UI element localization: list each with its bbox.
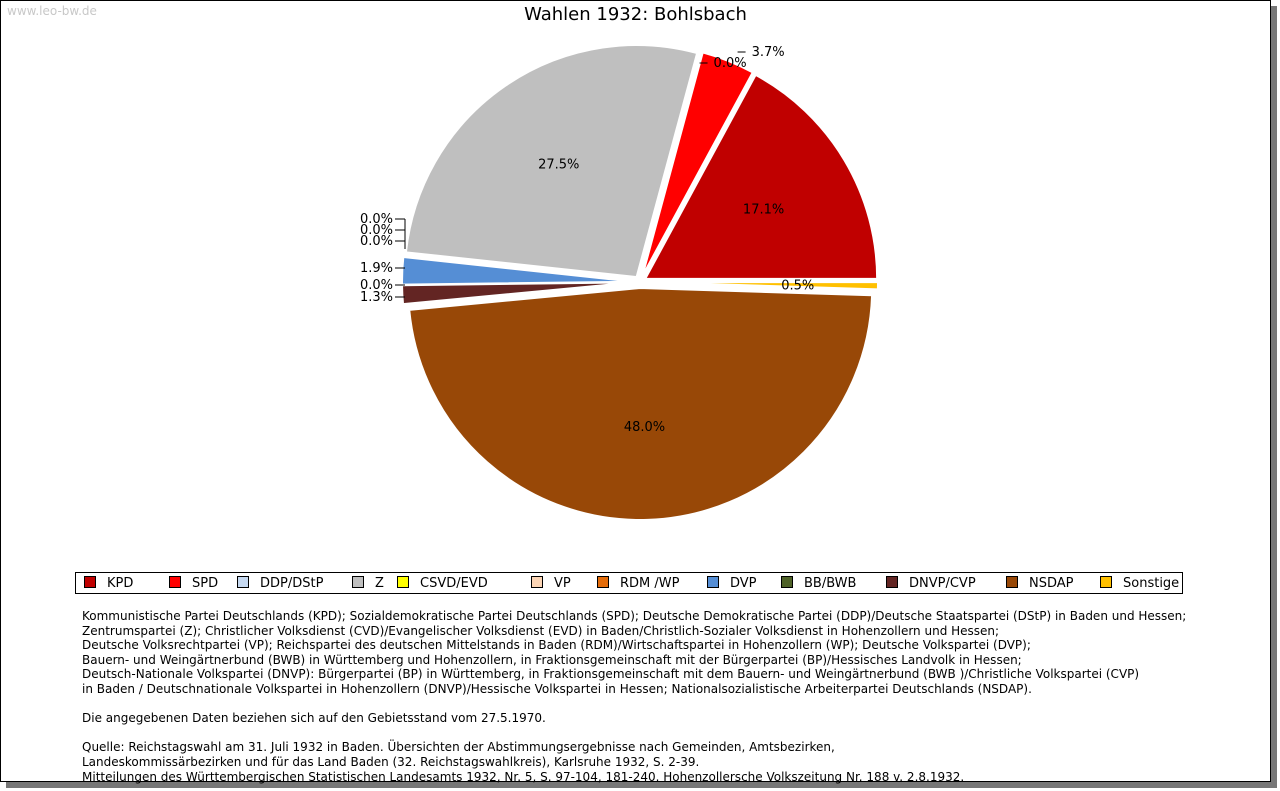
note-line: Zentrumspartei (Z); Christlicher Volksdi… (82, 623, 1000, 638)
slice-label: 0.0% (360, 234, 393, 249)
legend-label: CSVD/EVD (420, 576, 488, 591)
footnotes: Kommunistische Partei Deutschlands (KPD)… (82, 609, 1202, 784)
legend-label: BB/BWB (804, 576, 857, 591)
legend-label: DDP/DStP (260, 576, 324, 591)
slice-label: 48.0% (624, 420, 665, 435)
legend-swatch (1006, 576, 1018, 588)
legend-swatch (84, 576, 96, 588)
slice-label: 0.0% (360, 212, 393, 227)
note-line: Die angegebenen Daten beziehen sich auf … (82, 711, 546, 726)
legend-label: SPD (192, 576, 219, 591)
legend-swatch (237, 576, 249, 588)
note-line: Deutsch-Nationale Volkspartei (DNVP): Bü… (82, 667, 1140, 682)
pie-slice-spd (641, 51, 755, 277)
legend: KPD SPD DDP/DStP Z CSVD/EVD VP RDM /WP DVP BB/BW… (75, 572, 1183, 594)
slice-label: 0.0% (360, 278, 393, 293)
legend-label: VP (554, 576, 571, 591)
note-spacer (82, 726, 1202, 741)
note-line: Deutsche Volksrechtpartei (VP); Reichspa… (82, 638, 1031, 653)
note-line: in Baden / Deutschnationale Volkspartei … (82, 681, 1032, 696)
legend-label: Sonstige (1123, 576, 1180, 591)
legend-item: SPD (169, 576, 218, 591)
legend-item: CSVD/EVD (397, 576, 488, 591)
pie-chart: 17.1%27.5%48.0%0.5%0.0%3.7%0.0%0.0%0.0%1… (360, 44, 879, 521)
legend-item: DVP (707, 576, 757, 591)
pie-slice-nsdap (408, 286, 874, 521)
slice-label: 0.0% (714, 56, 747, 71)
legend-label: RDM /WP (620, 576, 680, 591)
watermark: www.leo-bw.de (7, 4, 97, 18)
note-line: Mitteilungen des Württembergischen Stati… (82, 769, 965, 784)
legend-swatch (707, 576, 719, 588)
legend-label: NSDAP (1029, 576, 1074, 591)
legend-swatch (397, 576, 409, 588)
slice-label: 27.5% (538, 157, 579, 172)
note-line: Bauern- und Weingärtnerbund (BWB) in Wür… (82, 652, 1022, 667)
slice-label: 1.3% (360, 290, 393, 305)
legend-item: DDP/DStP (237, 576, 323, 591)
legend-item: VP (531, 576, 571, 591)
slice-label: 0.0% (360, 223, 393, 238)
legend-item: BB/BWB (781, 576, 856, 591)
legend-swatch (169, 576, 181, 588)
note-spacer (82, 697, 1202, 712)
pie-slice-sonstige (645, 281, 879, 291)
note-line: Kommunistische Partei Deutschlands (KPD)… (82, 609, 1187, 623)
legend-item: Sonstige (1100, 576, 1179, 591)
pie-slice-kpd (643, 73, 879, 280)
pie-slice-z (404, 44, 699, 279)
legend-label: KPD (107, 576, 134, 591)
legend-item: Z (352, 576, 384, 591)
legend-item: NSDAP (1006, 576, 1074, 591)
slice-label: 3.7% (752, 45, 785, 60)
note-line: Quelle: Reichstagswahl am 31. Juli 1932 … (82, 740, 835, 755)
legend-label: DNVP/CVP (909, 576, 976, 591)
legend-swatch (597, 576, 609, 588)
slice-label: 1.9% (360, 261, 393, 276)
slice-label: 0.5% (781, 278, 814, 293)
legend-item: KPD (84, 576, 133, 591)
legend-label: Z (375, 576, 384, 591)
note-line: Landeskommissärbezirken und für das Land… (82, 754, 700, 769)
legend-label: DVP (730, 576, 757, 591)
legend-swatch (886, 576, 898, 588)
legend-item: RDM /WP (597, 576, 679, 591)
slice-label: 17.1% (743, 202, 784, 217)
legend-swatch (531, 576, 543, 588)
legend-swatch (1100, 576, 1112, 588)
legend-swatch (352, 576, 364, 588)
legend-swatch (781, 576, 793, 588)
chart-title: Wahlen 1932: Bohlsbach (524, 4, 747, 25)
legend-item: DNVP/CVP (886, 576, 976, 591)
